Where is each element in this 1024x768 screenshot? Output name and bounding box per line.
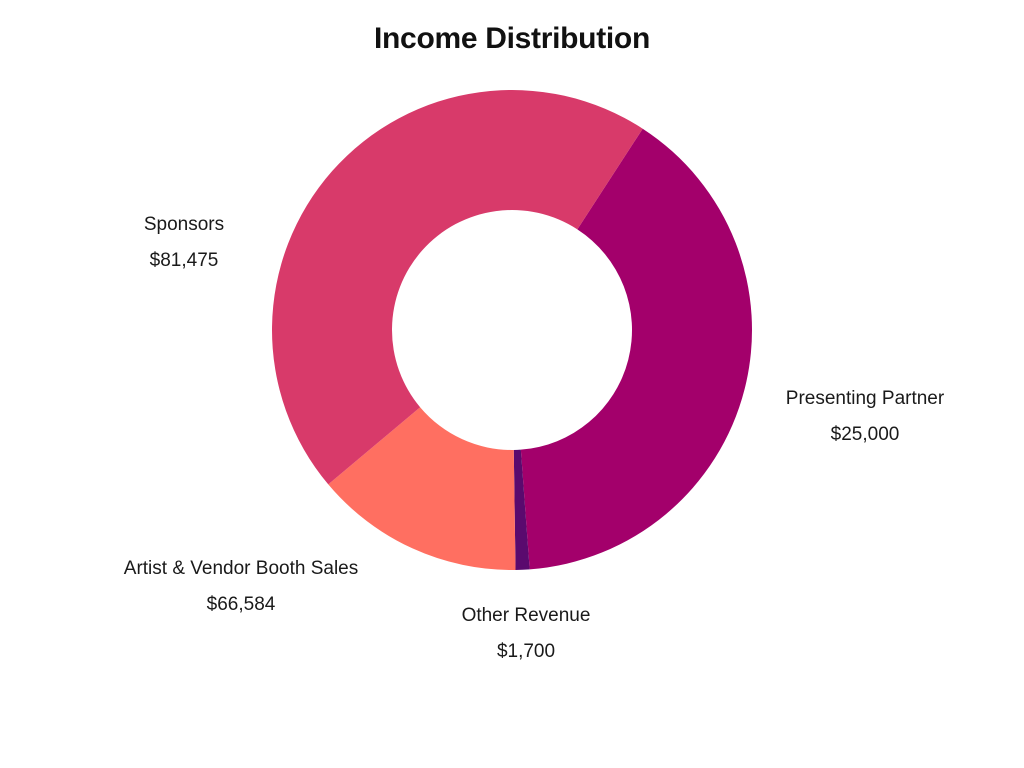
slice-label-artist-vendor-booth-sales: Artist & Vendor Booth Sales (124, 558, 358, 579)
slice-label-other-revenue: Other Revenue (462, 605, 591, 626)
slice-value-presenting-partner: $25,000 (831, 424, 900, 445)
slice-value-other-revenue: $1,700 (497, 641, 555, 662)
chart-title: Income Distribution (374, 22, 650, 55)
slice-value-artist-vendor-booth-sales: $66,584 (207, 594, 276, 615)
slice-artist-vendor-booth-sales (328, 407, 516, 570)
slice-other-revenue (513, 449, 530, 570)
slice-labels: Presenting Partner $25,000 Other Revenue $1… (124, 214, 945, 662)
slice-label-presenting-partner: Presenting Partner (786, 388, 945, 409)
slice-value-sponsors: $81,475 (150, 250, 219, 271)
slice-presenting-partner (520, 128, 752, 570)
donut-slices (271, 89, 752, 570)
slice-sponsors (271, 89, 643, 485)
slice-label-sponsors: Sponsors (144, 214, 224, 235)
